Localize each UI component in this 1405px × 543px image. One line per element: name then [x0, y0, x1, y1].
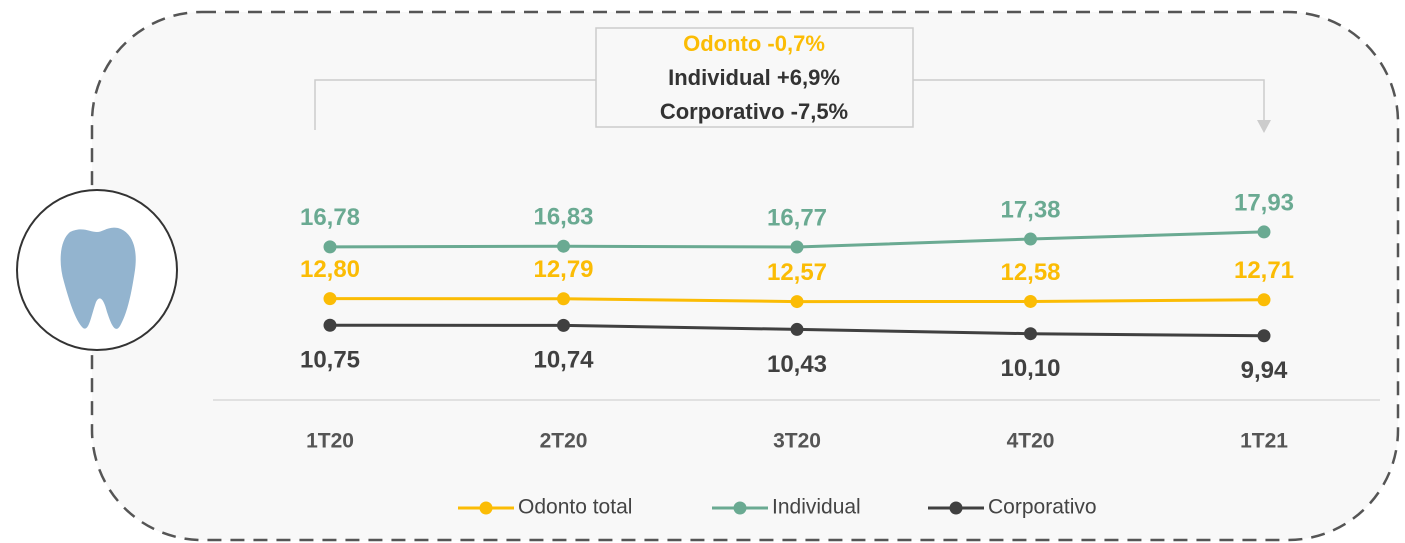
point	[323, 292, 337, 306]
bracket-arrow	[1257, 120, 1271, 133]
point	[790, 322, 804, 336]
point	[790, 240, 804, 254]
data-label: 16,78	[300, 204, 360, 231]
point	[1257, 293, 1271, 307]
x-tick-label: 4T20	[1007, 430, 1055, 453]
data-label: 17,93	[1234, 189, 1294, 216]
legend-label: Individual	[772, 496, 861, 519]
data-label: 12,58	[1000, 259, 1060, 286]
point	[1024, 327, 1037, 341]
point	[323, 240, 337, 254]
data-label: 10,10	[1000, 355, 1060, 382]
annotation: Corporativo -7,5%	[660, 99, 848, 124]
data-label: 17,38	[1000, 196, 1060, 223]
point	[1257, 329, 1271, 343]
data-label: 16,83	[533, 204, 593, 231]
data-label: 12,80	[300, 256, 360, 283]
legend-marker	[949, 501, 963, 515]
point	[790, 295, 804, 309]
x-tick-label: 2T20	[540, 430, 588, 453]
point	[323, 318, 337, 332]
data-label: 12,57	[767, 259, 827, 286]
point	[1024, 294, 1037, 308]
x-tick-label: 1T21	[1240, 430, 1288, 453]
annotation: Individual +6,9%	[668, 65, 840, 90]
x-tick-label: 1T20	[306, 430, 354, 453]
x-tick-label: 3T20	[773, 430, 821, 453]
data-label: 10,43	[767, 351, 827, 378]
data-label: 10,75	[300, 347, 360, 374]
point	[557, 318, 570, 332]
legend-marker	[479, 501, 493, 515]
annotation-box	[595, 27, 914, 128]
data-label: 12,71	[1234, 257, 1294, 284]
data-label: 16,77	[767, 204, 827, 231]
bracket	[913, 79, 1265, 124]
data-label: 9,94	[1241, 357, 1288, 384]
tooth-icon	[60, 227, 136, 329]
point	[1257, 225, 1271, 239]
data-label: 10,74	[533, 347, 594, 374]
legend-label: Corporativo	[988, 496, 1097, 519]
annotation: Odonto -0,7%	[683, 31, 825, 56]
point	[1024, 232, 1037, 246]
point	[557, 292, 570, 306]
legend-marker	[733, 501, 747, 515]
legend-label: Odonto total	[518, 496, 632, 519]
point	[557, 239, 570, 253]
bracket	[314, 79, 596, 130]
data-label: 12,79	[533, 256, 593, 283]
